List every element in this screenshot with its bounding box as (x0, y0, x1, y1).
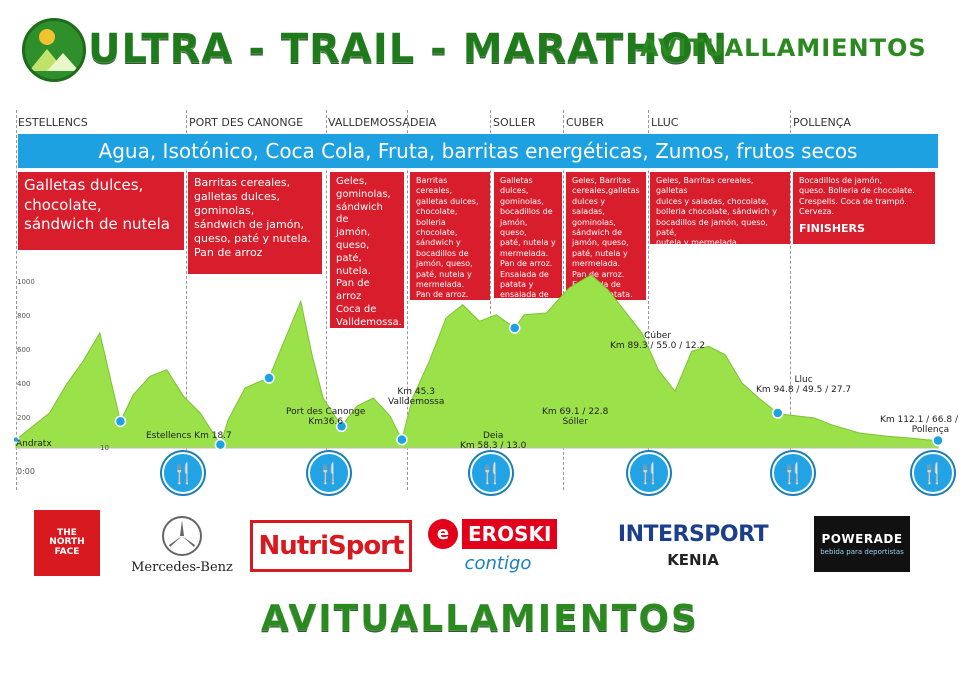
station-label-lluc: LLUC (651, 116, 679, 129)
station-label-port-des-canonge: PORT DES CANONGE (189, 116, 304, 129)
station-divider (186, 110, 187, 490)
sponsor-north-face: THE NORTH FACE (34, 510, 100, 576)
station-label-pollenca: POLLENÇA (793, 116, 851, 129)
finishers-label: FINISHERS (799, 221, 865, 235)
marker-label-estellencs: Estellencs Km 18.7 (146, 431, 232, 441)
supply-box-estellencs: Galletas dulces, chocolate, sándwich de … (18, 172, 184, 250)
supply-box-soller: Galletas dulces, gominolas, bocadillos d… (494, 172, 562, 310)
supply-box-valldemossa: Geles, gominolas, sándwich de jamón, que… (330, 172, 404, 328)
mercedes-star-icon (162, 515, 202, 556)
sponsor-powerade: POWERADE bebida para deportistas (814, 516, 910, 572)
profile-marker (263, 372, 275, 384)
aid-station-icon: 🍴 (162, 452, 204, 494)
supply-text: Barritas cereales, galletas dulces, choc… (416, 176, 479, 321)
supply-text: Galletas dulces, gominolas, bocadillos d… (500, 176, 556, 310)
marker-label-cuber: Cúber Km 89.3 / 55.0 / 12.2 (610, 331, 706, 351)
marker-label-port-des-canonge: Port des Canonge Km36.6 (286, 407, 366, 427)
aid-station-icon: 🍴 (308, 452, 350, 494)
elevation-area (15, 274, 939, 449)
x-axis-start-label: 0:00 (17, 467, 35, 476)
marker-label-soller: Km 69.1 / 22.8 Sóller (542, 407, 609, 427)
marker-label-pollenca: Km 112.1 / 66.8 / 44.0 Pollença (880, 415, 958, 435)
marker-label-andratx: Andratx (16, 439, 52, 449)
aid-station-icon: 🍴 (772, 452, 814, 494)
profile-marker (14, 435, 20, 444)
race-logo (22, 18, 86, 82)
sponsor-eroski-sub: contigo (464, 552, 532, 574)
page-subtitle: AVITUALLAMIENTOS (640, 34, 927, 62)
station-divider (407, 110, 408, 490)
sponsor-nutrisport-name: NutriSport (258, 531, 405, 561)
station-divider (490, 110, 491, 490)
sponsor-logos: THE NORTH FACE Mercedes-Benz NutriSport … (14, 502, 946, 584)
course-profile-diagram: ESTELLENCS PORT DES CANONGE VALLDEMOSSA … (14, 110, 958, 494)
marker-label-lluc: Lluc Km 94.8 / 49.5 / 27.7 (756, 375, 852, 395)
marker-label-deia: Deia Km 58.3 / 13.0 (460, 431, 527, 451)
elevation-profile (14, 274, 944, 451)
profile-marker (114, 415, 127, 428)
elevation-tick-label: 200 (17, 414, 31, 422)
supply-text: Barritas cereales, galletas dulces, gomi… (194, 176, 311, 260)
sponsor-intersport-sub: KENIA (667, 550, 719, 569)
profile-marker (932, 434, 944, 447)
station-divider (16, 110, 17, 490)
aid-station-icon: 🍴 (628, 452, 670, 494)
supply-text: Geles, Barritas cereales, galletas dulce… (656, 176, 777, 258)
profile-marker (396, 433, 408, 446)
sponsor-north-face-text: THE NORTH FACE (49, 527, 85, 557)
sponsor-eroski: e EROSKI contigo (428, 510, 568, 580)
marker-label-valldemossa: Km 45.3 Valldemossa (388, 387, 445, 407)
sponsor-eroski-name: EROSKI (462, 518, 558, 549)
station-divider (648, 110, 649, 490)
elevation-tick-label: 400 (17, 380, 31, 388)
sponsor-mercedes-name: Mercedes-Benz (131, 559, 233, 575)
station-divider (790, 110, 791, 490)
supply-box-port-des-canonge: Barritas cereales, galletas dulces, gomi… (188, 172, 322, 274)
supply-box-lluc: Geles, Barritas cereales, galletas dulce… (650, 172, 790, 258)
supply-text: Bocadillos de jamón, queso. Bolleria de … (799, 176, 915, 217)
x-axis-tick-label: 10 (100, 444, 109, 452)
station-label-estellencs: ESTELLENCS (18, 116, 88, 129)
profile-marker (335, 420, 348, 433)
profile-marker (771, 407, 784, 419)
station-divider (326, 110, 327, 490)
aid-station-icon: 🍴 (470, 452, 512, 494)
supply-text: Galletas dulces, chocolate, sándwich de … (24, 176, 170, 233)
station-label-cuber: CUBER (566, 116, 604, 129)
footer-title: AVITUALLAMIENTOS (261, 598, 699, 639)
sponsor-intersport-name: INTERSPORT (617, 521, 769, 547)
page-title: ULTRA - TRAIL - MARATHON (88, 26, 729, 72)
sponsor-mercedes: Mercedes-Benz (122, 510, 242, 580)
elevation-tick-label: 800 (17, 312, 31, 320)
sponsor-nutrisport: NutriSport (250, 520, 412, 572)
station-label-valldemossa: VALLDEMOSSA (328, 116, 410, 129)
header: ULTRA - TRAIL - MARATHON AVITUALLAMIENTO… (0, 0, 960, 95)
common-supplies-band: Agua, Isotónico, Coca Cola, Fruta, barri… (18, 134, 938, 168)
profile-marker (508, 322, 521, 334)
sponsor-powerade-sub: bebida para deportistas (820, 548, 904, 556)
supply-box-cuber: Geles, Barritas cereales,galletas dulces… (566, 172, 646, 300)
station-label-soller: SOLLER (493, 116, 536, 129)
profile-marker (214, 438, 227, 451)
sponsor-intersport: INTERSPORT KENIA (600, 510, 786, 580)
eroski-logo-icon: e (428, 518, 458, 549)
supply-text: Geles, gominolas, sándwich de jamón, que… (336, 176, 402, 328)
station-label-deia: DEIA (410, 116, 437, 129)
supply-box-deia: Barritas cereales, galletas dulces, choc… (410, 172, 490, 320)
aid-station-icon: 🍴 (912, 452, 954, 494)
sponsor-powerade-name: POWERADE (821, 532, 903, 546)
elevation-tick-label: 600 (17, 346, 31, 354)
elevation-tick-label: 1000 (17, 278, 35, 286)
supply-box-pollenca: Bocadillos de jamón, queso. Bolleria de … (793, 172, 935, 244)
